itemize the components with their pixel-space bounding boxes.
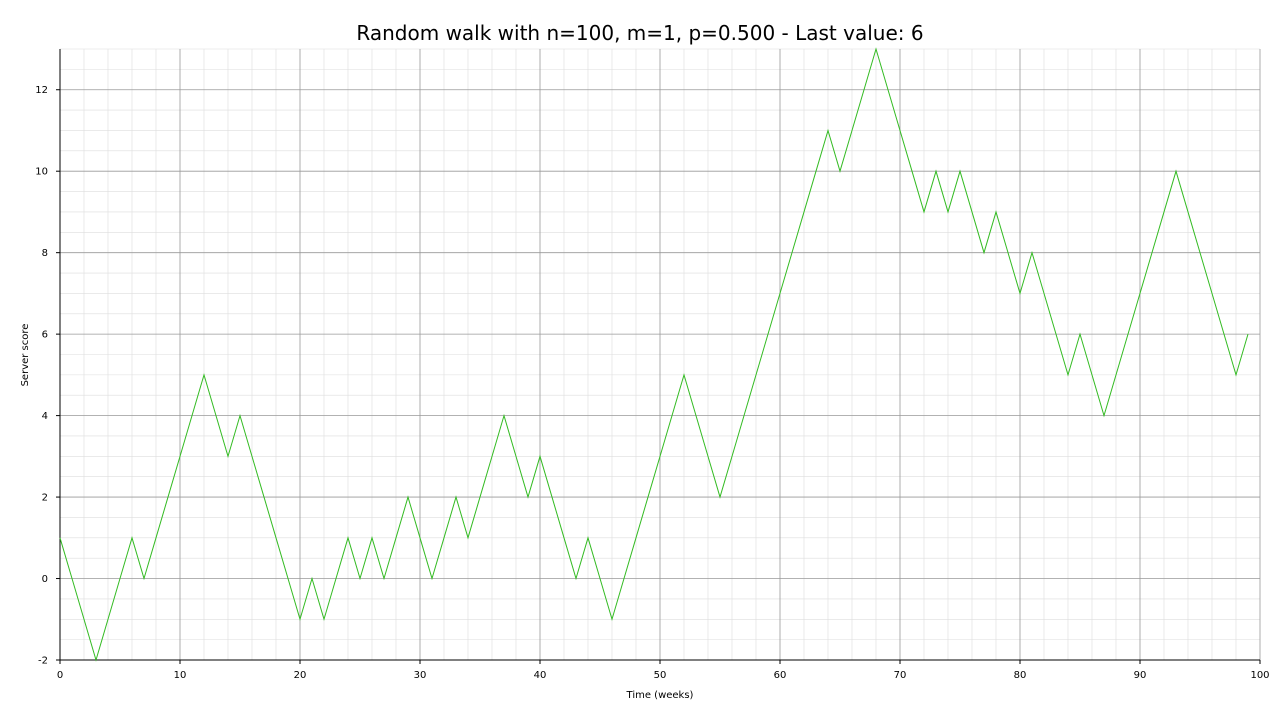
- x-tick-label: 10: [174, 670, 187, 681]
- x-axis-ticks: 0 10 20 30 40 50 60 70 80 90 100: [57, 660, 1270, 681]
- x-tick-label: 50: [654, 670, 667, 681]
- x-tick-label: 100: [1250, 670, 1269, 681]
- x-tick-label: 20: [294, 670, 307, 681]
- x-tick-label: 30: [414, 670, 427, 681]
- chart-title: Random walk with n=100, m=1, p=0.500 - L…: [356, 21, 923, 45]
- x-tick-label: 40: [534, 670, 547, 681]
- y-tick-label: -2: [38, 656, 48, 667]
- x-tick-label: 90: [1134, 670, 1147, 681]
- series-line: [59, 47, 1249, 662]
- y-tick-label: 6: [42, 330, 48, 341]
- x-tick-label: 0: [57, 670, 63, 681]
- y-tick-label: 10: [35, 167, 48, 178]
- y-tick-label: 2: [42, 493, 48, 504]
- y-tick-label: 0: [42, 574, 48, 585]
- x-axis-label: Time (weeks): [626, 690, 694, 701]
- y-axis-ticks: -2 0 2 4 6 8 10 12: [35, 85, 60, 667]
- x-tick-label: 70: [894, 670, 907, 681]
- y-axis-label: Server score: [20, 324, 31, 387]
- x-tick-label: 60: [774, 670, 787, 681]
- x-tick-label: 80: [1014, 670, 1027, 681]
- y-tick-label: 8: [42, 248, 48, 259]
- y-tick-label: 4: [42, 411, 48, 422]
- series-group: [59, 47, 1249, 662]
- y-tick-label: 12: [35, 85, 48, 96]
